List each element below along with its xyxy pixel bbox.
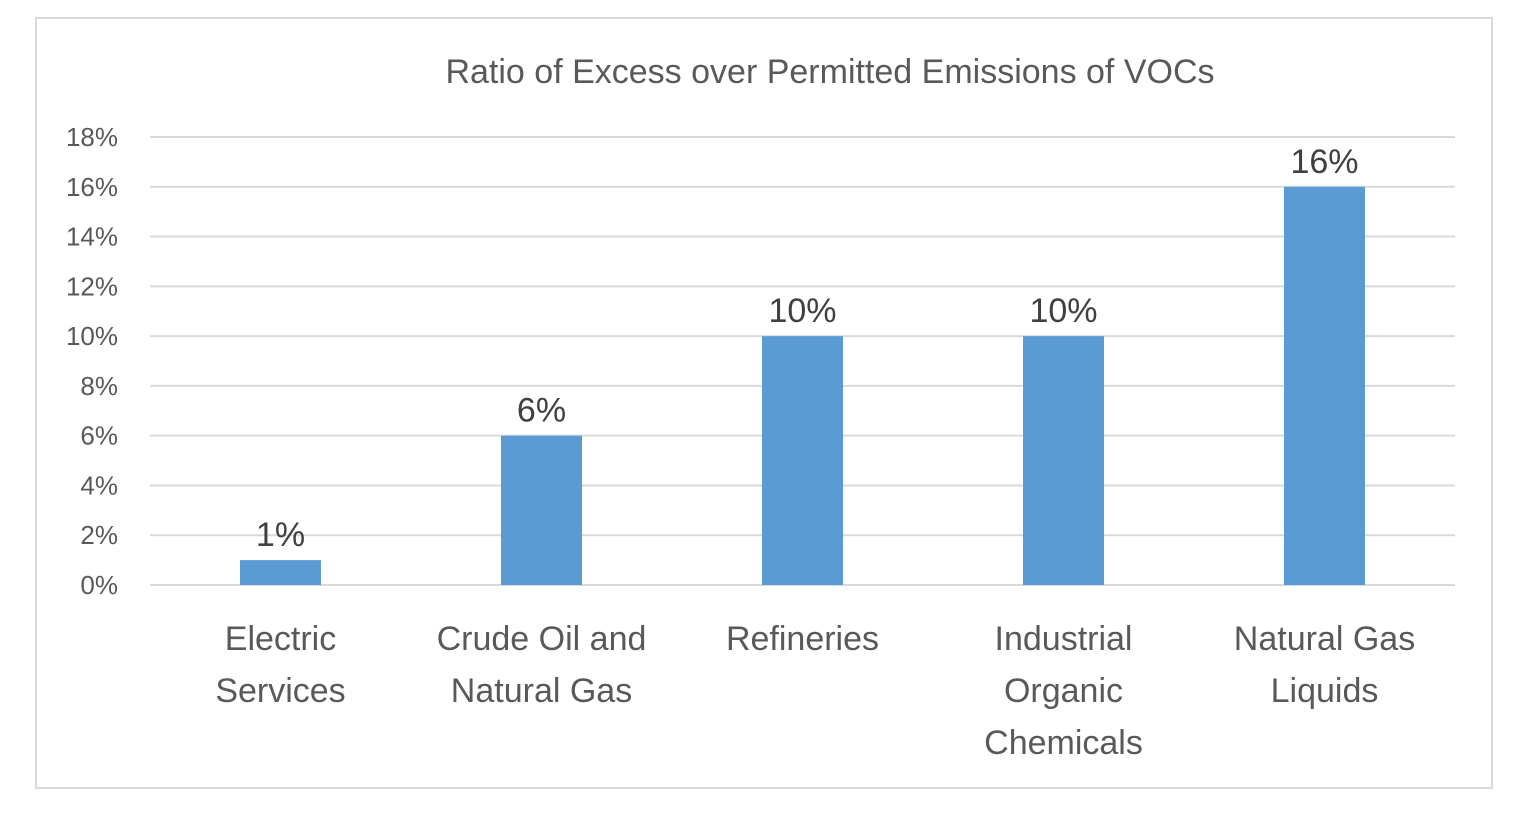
category-label: Chemicals	[984, 724, 1143, 762]
data-label: 6%	[517, 392, 566, 430]
y-tick-label: 16%	[66, 172, 118, 202]
category-label: Natural Gas	[451, 672, 632, 710]
y-tick-label: 8%	[80, 371, 118, 401]
category-label: Industrial	[995, 620, 1133, 658]
data-labels: 1% 6% 10% 10% 16%	[256, 143, 1359, 554]
bar	[1023, 336, 1104, 585]
y-tick-label: 14%	[66, 222, 118, 252]
y-tick-label: 18%	[66, 122, 118, 152]
gridlines	[150, 136, 1455, 586]
bars	[240, 186, 1365, 585]
bar	[762, 336, 843, 585]
category-label: Natural Gas	[1234, 620, 1415, 658]
category-label: Electric	[225, 620, 336, 658]
bar	[501, 435, 582, 585]
category-label: Crude Oil and	[437, 620, 647, 658]
x-axis-categories: Electric Services Crude Oil and Natural Gas…	[215, 620, 1415, 762]
bar	[1284, 186, 1365, 585]
category-label: Liquids	[1271, 672, 1379, 710]
bar	[240, 560, 321, 585]
data-label: 1%	[256, 516, 305, 554]
data-label: 16%	[1290, 143, 1358, 181]
y-tick-label: 0%	[80, 570, 118, 600]
y-tick-label: 12%	[66, 271, 118, 301]
y-tick-label: 6%	[80, 421, 118, 451]
y-tick-label: 4%	[80, 470, 118, 500]
data-label: 10%	[768, 292, 836, 330]
data-label: 10%	[1029, 292, 1097, 330]
category-label: Organic	[1004, 672, 1123, 710]
chart-title: Ratio of Excess over Permitted Emissions…	[445, 53, 1214, 91]
y-axis-ticks: 0% 2% 4% 6% 8% 10% 12% 14% 16% 18%	[66, 122, 118, 600]
category-label: Services	[215, 672, 345, 710]
category-label: Refineries	[726, 620, 879, 658]
y-tick-label: 10%	[66, 321, 118, 351]
y-tick-label: 2%	[80, 520, 118, 550]
